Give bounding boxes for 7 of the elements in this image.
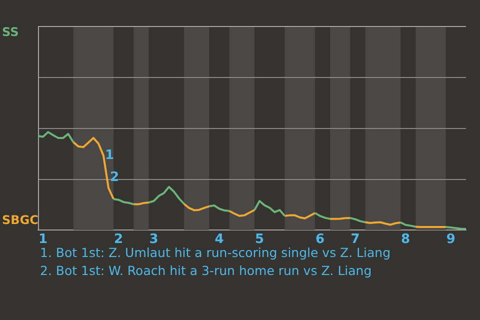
text: SS — [2, 25, 19, 40]
x-tick-label: 9 — [446, 232, 456, 248]
annotation: 2 — [110, 170, 120, 186]
x-tick-label: 8 — [401, 232, 410, 248]
text: 2. Bot 1st: W. Roach hit a 3-run home run vs Z. Liang — [40, 262, 373, 280]
annotation: 1 — [104, 148, 114, 163]
text: SBGC — [2, 213, 39, 228]
